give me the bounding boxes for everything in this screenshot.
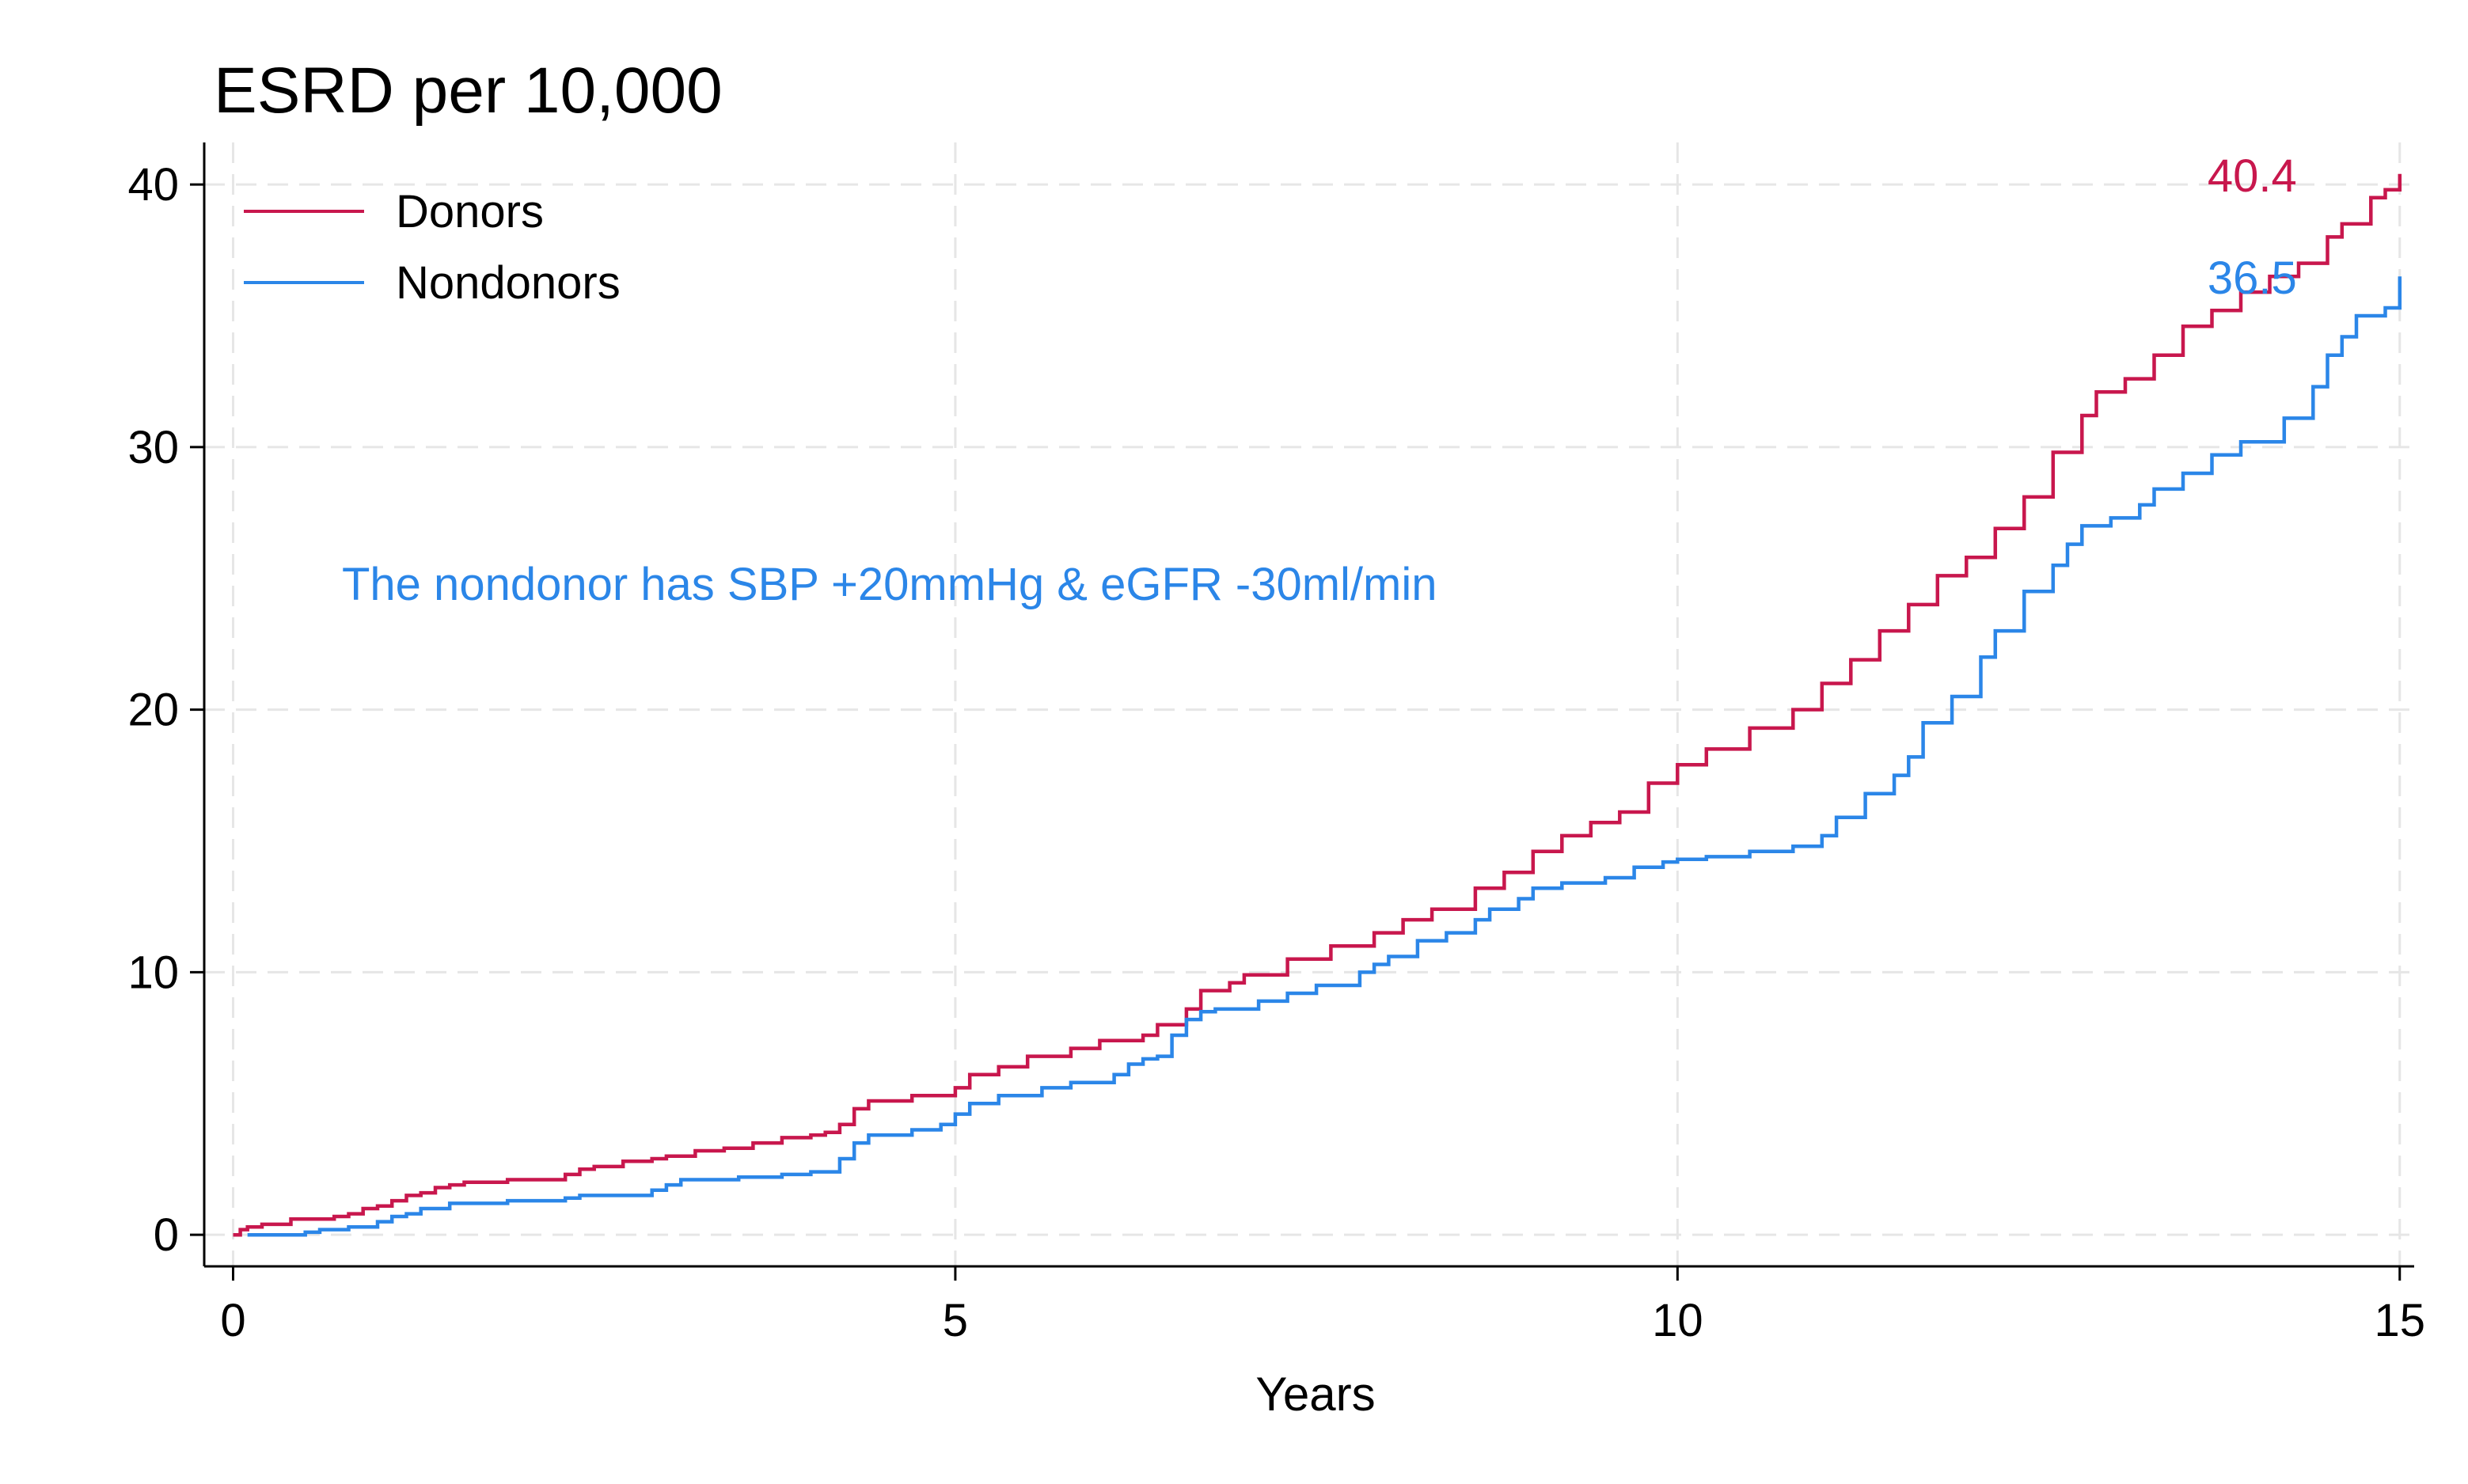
x-tick-label: 15 (2374, 1295, 2425, 1346)
chart-title: ESRD per 10,000 (214, 55, 723, 127)
end-value-label-nondonors: 36.5 (2208, 252, 2297, 304)
x-tick-label: 5 (943, 1295, 968, 1346)
legend-label-donors: Donors (396, 186, 544, 237)
end-value-label-donors: 40.4 (2208, 150, 2297, 202)
labels: ESRD per 10,000 Years The nondonor has S… (214, 55, 2297, 1421)
x-tick-label: 0 (220, 1295, 245, 1346)
series-line-nondonors (247, 276, 2402, 1237)
axes: 0 10 20 30 40 0 5 10 15 (127, 142, 2425, 1346)
legend: Donors Nondonors (244, 186, 621, 309)
y-tick-label: 20 (127, 685, 179, 736)
series-line-donors (233, 173, 2402, 1237)
gridlines (204, 142, 2414, 1266)
y-tick-label: 40 (127, 159, 179, 211)
series-lines (233, 173, 2402, 1237)
chart-annotation: The nondonor has SBP +20mmHg & eGFR -30m… (342, 559, 1437, 610)
y-tick-label: 0 (154, 1209, 179, 1261)
x-axis-label: Years (1255, 1368, 1375, 1421)
x-tick-label: 10 (1652, 1295, 1703, 1346)
y-tick-label: 10 (127, 947, 179, 998)
legend-label-nondonors: Nondonors (396, 257, 621, 309)
y-tick-label: 30 (127, 422, 179, 473)
